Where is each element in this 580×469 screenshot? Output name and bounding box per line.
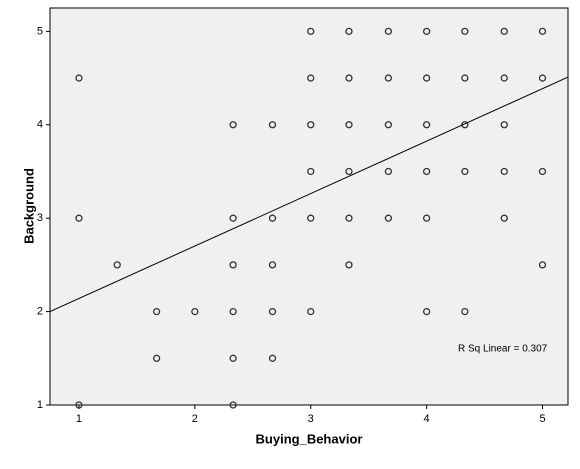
point (384, 167, 393, 176)
point (75, 74, 83, 82)
point (268, 121, 277, 129)
y-tick-label: 4 (37, 119, 43, 131)
point (307, 307, 315, 316)
point (268, 261, 277, 269)
point (384, 214, 393, 222)
y-axis-label: Background (21, 168, 36, 244)
point (229, 354, 237, 362)
point (307, 121, 315, 129)
point (268, 307, 277, 316)
point (538, 167, 547, 176)
point (500, 167, 508, 176)
point (191, 307, 199, 316)
x-tick-label: 5 (539, 413, 545, 425)
point (229, 401, 237, 409)
y-tick-label: 5 (37, 25, 43, 37)
point (307, 214, 315, 222)
point (384, 121, 393, 129)
point (345, 214, 353, 222)
point (422, 167, 431, 176)
point (345, 167, 353, 176)
point (229, 261, 237, 269)
x-axis-label: Buying_Behavior (256, 431, 363, 446)
point (307, 74, 315, 82)
point (345, 74, 353, 82)
point (75, 401, 83, 409)
point (152, 307, 161, 316)
y-tick-label: 2 (37, 305, 43, 317)
point (461, 27, 469, 36)
point (422, 307, 431, 316)
point (229, 214, 237, 222)
point (461, 74, 469, 82)
point (345, 27, 353, 36)
fit-line (50, 76, 568, 313)
point (538, 74, 547, 82)
point (152, 354, 161, 362)
point (500, 121, 508, 129)
point (113, 261, 121, 269)
point (500, 74, 508, 82)
annotation: R Sq Linear = 0.307 (458, 344, 548, 355)
point (345, 261, 353, 269)
point (384, 74, 393, 82)
point (75, 214, 83, 222)
point (538, 27, 547, 36)
point (268, 214, 277, 222)
point (422, 121, 431, 129)
y-tick-label: 3 (37, 212, 43, 224)
point (229, 307, 237, 316)
x-tick-label: 3 (308, 413, 314, 425)
point (268, 354, 277, 362)
y-tick-label: 1 (37, 399, 43, 411)
plot-area (49, 7, 569, 406)
x-tick-label: 1 (76, 413, 82, 425)
point (422, 74, 431, 82)
point (422, 214, 431, 222)
x-tick-label: 2 (192, 413, 198, 425)
point (538, 261, 547, 269)
point (422, 27, 431, 36)
point (229, 121, 237, 129)
point (461, 307, 469, 316)
point (461, 167, 469, 176)
x-tick-label: 4 (424, 413, 430, 425)
point (500, 27, 508, 36)
point (384, 27, 393, 36)
point (307, 27, 315, 36)
point (345, 121, 353, 129)
point (500, 214, 508, 222)
point (307, 167, 315, 176)
